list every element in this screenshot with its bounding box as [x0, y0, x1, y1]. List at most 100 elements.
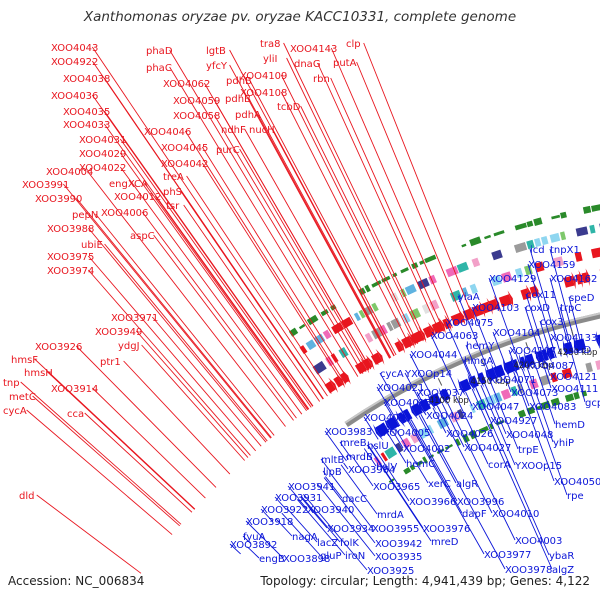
gene-label: XOO4109: [240, 71, 287, 82]
leader-line: [376, 386, 401, 427]
feature-block: [371, 302, 379, 312]
gene-label: XOO4042: [161, 159, 208, 170]
gene-label: XOO3935: [375, 552, 422, 563]
feature-block: [491, 249, 503, 261]
feature-block: [461, 433, 470, 443]
leader-line: [340, 464, 378, 515]
gene-label: XOO4108: [240, 88, 287, 99]
feature-block: [324, 380, 336, 394]
leader-line: [91, 46, 328, 397]
leader-line: [87, 227, 267, 443]
gene-label: phS: [163, 187, 182, 198]
feature-block: [597, 334, 600, 346]
gene-label: XOO3988: [47, 224, 94, 235]
gene-label: algR: [456, 479, 478, 490]
feature-block: [456, 261, 469, 273]
genome-backbone-arc: [344, 312, 600, 427]
feature-block: [595, 360, 600, 371]
feature-block: [421, 303, 431, 315]
leader-line: [549, 277, 572, 354]
leader-line: [432, 407, 447, 434]
gene-label: YXOOp15: [514, 461, 562, 472]
gene-label: XOO3978: [505, 565, 552, 576]
feature-block: [340, 372, 349, 384]
feature-block: [386, 321, 394, 332]
leader-line: [371, 443, 410, 502]
leader-line: [521, 368, 568, 496]
leader-line: [123, 360, 231, 475]
gene-label: trpE: [518, 445, 539, 456]
feature-block: [442, 318, 450, 330]
gene-label: XOO3934: [327, 524, 374, 535]
feature-block: [419, 398, 432, 412]
leader-line: [322, 470, 327, 476]
feature-block: [559, 211, 567, 219]
feature-arrowhead: [484, 366, 493, 385]
feature-block: [484, 234, 492, 240]
leader-line: [186, 175, 332, 394]
feature-block: [409, 431, 422, 444]
gene-label: yliI: [263, 54, 277, 65]
gene-label: XOO4004: [46, 167, 93, 178]
gene-label: lgtB: [206, 46, 226, 57]
label-leader-lines: [20, 42, 586, 574]
feature-block: [550, 397, 561, 407]
gene-label: cycA: [3, 406, 27, 417]
feature-block: [590, 247, 600, 259]
feature-block: [331, 322, 345, 335]
feature-block: [468, 429, 478, 440]
gene-label: mrdB: [346, 452, 373, 463]
gene-label: ndhF: [221, 125, 246, 136]
feature-arrowhead: [438, 317, 446, 334]
gene-label: XOO4046: [144, 127, 191, 138]
leader-line: [141, 344, 246, 461]
leader-line: [87, 269, 251, 456]
leader-line: [515, 370, 530, 407]
leader-line: [526, 364, 529, 368]
gene-label: tnp: [3, 378, 20, 389]
leader-line: [169, 66, 359, 377]
gene-label: gluP: [320, 551, 342, 562]
gene-label: hmsH: [24, 368, 53, 379]
gene-label: XOO4083: [529, 402, 576, 413]
gene-label: XOO4035: [63, 107, 110, 118]
feature-block: [484, 394, 497, 407]
feature-arrowhead: [375, 348, 385, 365]
leader-line: [36, 494, 142, 574]
feature-block: [422, 325, 434, 339]
gene-label: gcp: [585, 398, 600, 409]
feature-block: [394, 442, 404, 453]
feature-block: [288, 327, 299, 337]
feature-block: [512, 358, 520, 371]
leader-line: [247, 546, 260, 559]
feature-block: [469, 236, 482, 247]
leader-line: [286, 508, 318, 543]
leader-line: [529, 248, 562, 357]
gene-label: XOO4012: [114, 192, 161, 203]
gene-label: XOO4037: [417, 388, 464, 399]
gene-label: XOO3926: [35, 342, 82, 353]
feature-block: [408, 307, 422, 320]
feature-block: [325, 356, 335, 367]
leader-line: [559, 306, 574, 354]
feature-block: [585, 362, 593, 373]
gene-label: XOO4003: [515, 536, 562, 547]
feature-block: [525, 353, 536, 367]
gene-label: XOO4043: [51, 43, 98, 54]
feature-block: [385, 416, 400, 431]
leader-line: [303, 493, 368, 571]
feature-arrowhead: [372, 423, 384, 441]
leader-line: [387, 433, 407, 464]
gene-label: hslU: [367, 441, 389, 452]
feature-block: [401, 313, 411, 324]
feature-block: [517, 409, 527, 419]
gene-label: XOO4073: [511, 388, 558, 399]
gene-label: XOO4104: [493, 328, 540, 339]
backbone-highlight: [344, 312, 600, 424]
leader-line: [272, 128, 395, 357]
feature-block: [322, 329, 332, 340]
gene-label: hmgA: [464, 356, 493, 367]
gene-label: hemD: [555, 420, 585, 431]
gene-label: XOO4029: [79, 149, 126, 160]
